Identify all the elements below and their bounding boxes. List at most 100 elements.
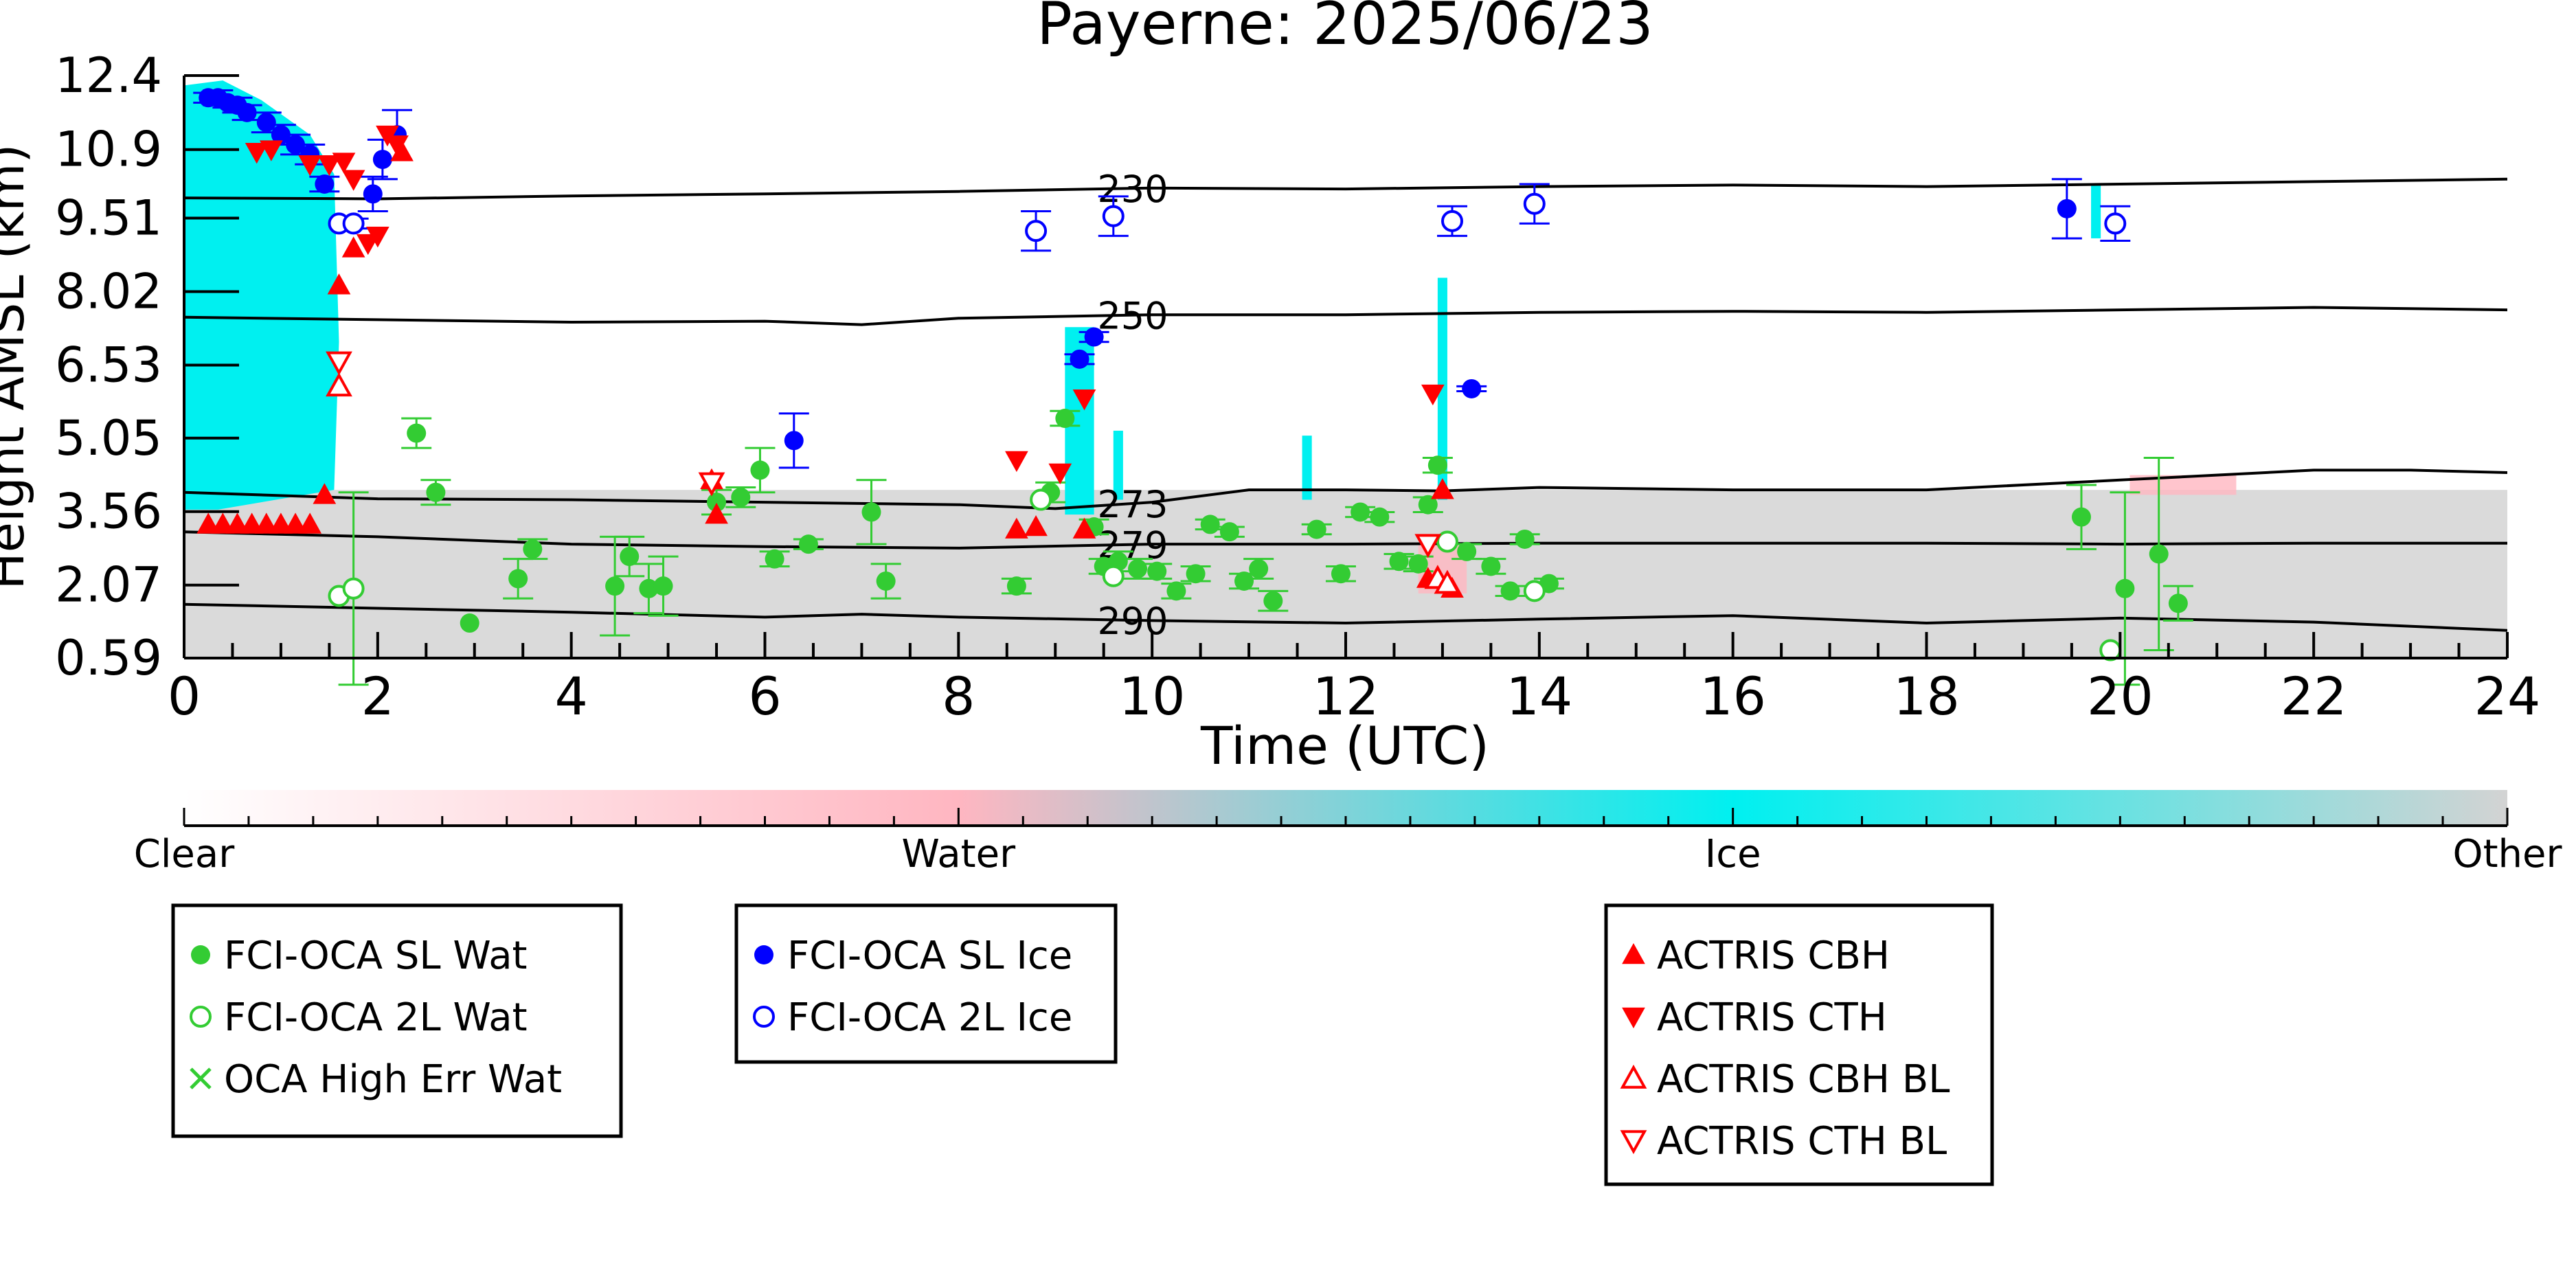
data-point	[750, 460, 770, 480]
contour-line	[184, 177, 2507, 201]
data-point	[341, 170, 365, 191]
legend-frame	[171, 903, 623, 1138]
data-point	[1048, 463, 1072, 485]
x-tick-label: 0	[168, 666, 201, 727]
data-point	[731, 487, 751, 507]
x-tick-label: 16	[1699, 666, 1766, 727]
x-tick-label: 24	[2474, 666, 2541, 727]
x-tick-label: 10	[1119, 666, 1186, 727]
y-axis-ticks: 0.59 2.07 3.56 5.05 6.53 8.02 9.51 10.9 12.4	[55, 47, 239, 686]
data-point	[1024, 515, 1048, 536]
data-point	[2071, 507, 2091, 527]
ice-class-region	[2091, 183, 2101, 238]
data-point	[1389, 552, 1409, 572]
data-point	[876, 571, 896, 591]
data-point	[2149, 544, 2169, 564]
data-point	[523, 539, 543, 559]
colorbar-label: Ice	[1705, 832, 1761, 877]
data-markers	[196, 88, 2188, 662]
data-point	[254, 512, 278, 534]
data-point	[754, 945, 773, 964]
data-point	[1431, 478, 1454, 499]
data-point	[784, 431, 804, 451]
data-point	[326, 372, 352, 397]
contour-label: 290	[1097, 600, 1168, 643]
y-tick-label: 0.59	[55, 630, 162, 686]
data-point	[1370, 507, 1390, 527]
data-point	[1436, 530, 1458, 553]
ice-class-region	[184, 80, 339, 510]
colorbar-label: Other	[2452, 832, 2562, 877]
data-point	[286, 135, 306, 155]
data-point	[1102, 565, 1125, 587]
data-point	[1441, 210, 1464, 232]
contour-line	[184, 530, 2507, 550]
data-point	[342, 577, 365, 600]
data-point	[1500, 581, 1520, 601]
x-axis-label: Time (UTC)	[1200, 715, 1489, 776]
data-point	[1515, 529, 1535, 549]
data-point	[1070, 349, 1089, 369]
contour-line	[184, 306, 2507, 326]
contour-label: 250	[1097, 295, 1168, 338]
data-point	[861, 502, 881, 522]
data-point	[372, 150, 392, 170]
data-point	[605, 576, 625, 596]
data-point	[1523, 192, 1546, 215]
data-point	[385, 135, 409, 157]
x-tick-label: 20	[2087, 666, 2154, 727]
data-point	[191, 945, 210, 964]
data-point	[1434, 569, 1461, 594]
data-point	[237, 102, 257, 122]
data-point	[460, 613, 479, 633]
data-point	[1414, 534, 1442, 558]
data-point	[1200, 515, 1220, 534]
data-point	[1005, 517, 1028, 539]
contour-line	[184, 602, 2507, 632]
colorbar-label: Water	[902, 832, 1017, 877]
x-tick-label: 4	[554, 666, 587, 727]
x-axis-ticks: 0 2 4 6 8 10 12 14 16 18 20 22 24	[168, 632, 2541, 727]
legend-entry-label: ACTRIS CTH	[1657, 995, 1887, 1040]
data-point	[1427, 455, 1447, 475]
data-point	[753, 1006, 775, 1028]
data-point	[317, 155, 341, 177]
legend-entry-label: ACTRIS CBH	[1657, 934, 1890, 978]
data-point	[1147, 561, 1167, 581]
x-tick-label: 22	[2281, 666, 2347, 727]
data-point	[341, 236, 365, 258]
data-point	[240, 512, 264, 534]
data-point	[1408, 554, 1428, 574]
data-point	[1102, 205, 1125, 227]
y-tick-label: 6.53	[55, 337, 162, 393]
legend-entry-label: ACTRIS CBH BL	[1657, 1057, 1950, 1102]
data-point	[698, 472, 725, 497]
y-tick-label: 10.9	[55, 122, 162, 178]
legend-entry-label: ACTRIS CTH BL	[1657, 1119, 1947, 1164]
data-point	[1462, 379, 1482, 398]
data-point	[315, 174, 335, 194]
data-point	[1072, 517, 1096, 539]
data-point	[1005, 451, 1028, 473]
x-tick-label: 8	[942, 666, 975, 727]
legends: FCI-OCA SL Wat FCI-OCA 2L Wat OCA High Err…	[171, 903, 1994, 1186]
data-point	[190, 1067, 212, 1089]
data-point	[508, 569, 528, 589]
ice-class-region	[1113, 430, 1123, 500]
data-point	[639, 578, 659, 598]
data-point	[765, 549, 784, 569]
x-tick-label: 6	[748, 666, 781, 727]
data-point	[1128, 559, 1148, 579]
data-point	[245, 142, 269, 164]
data-point	[1481, 556, 1501, 576]
data-point	[269, 512, 293, 534]
legend-entry-label: OCA High Err Wat	[224, 1057, 562, 1102]
data-point	[1219, 522, 1239, 542]
chart-title: Payerne: 2025/06/23	[1037, 0, 1653, 58]
y-tick-label: 8.02	[55, 263, 162, 319]
data-point	[1234, 571, 1254, 591]
data-point	[1421, 384, 1445, 406]
data-point	[211, 512, 235, 534]
